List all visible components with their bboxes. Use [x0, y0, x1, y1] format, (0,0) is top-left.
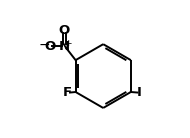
- Text: +: +: [64, 39, 72, 48]
- Text: O: O: [44, 40, 56, 53]
- Text: N: N: [59, 40, 70, 53]
- Text: F: F: [63, 86, 72, 99]
- Text: I: I: [137, 86, 142, 99]
- Text: O: O: [59, 24, 70, 37]
- Text: −: −: [38, 38, 50, 52]
